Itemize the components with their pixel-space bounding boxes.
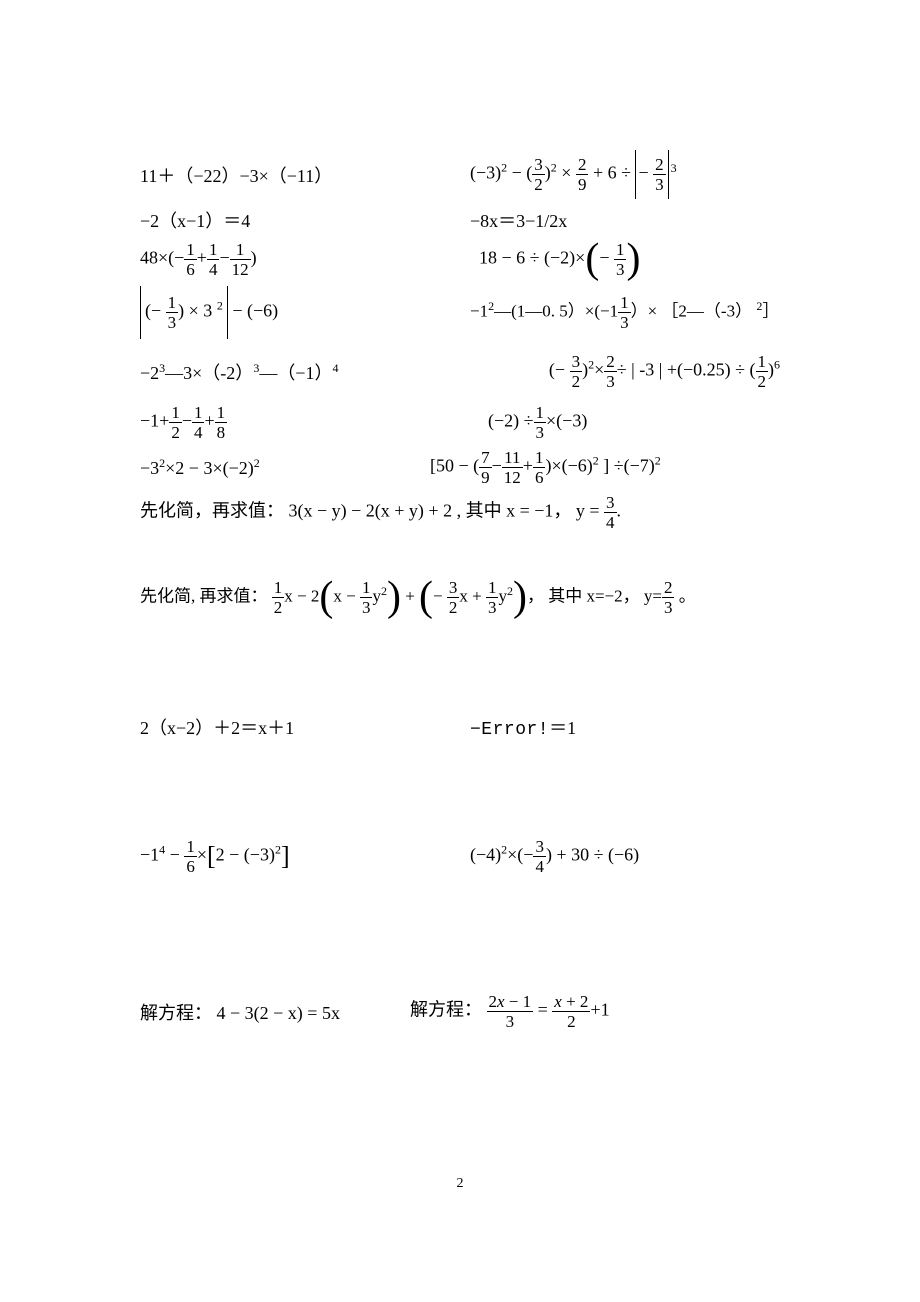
problem-row: 11＋（−22）−3×（−11） (−3)2 − (32)2 × 29 + 6 … — [140, 150, 780, 199]
expr-right: −8x＝3−1/2x — [470, 207, 780, 233]
expr-right: −12—(1—0. 5）×(−113）× ［2—（-3） 2］ — [470, 294, 780, 331]
problem-row: −32×2 − 3×(−2)2 [50 − (79−1112+16)×(−6)2… — [140, 449, 780, 486]
expr-left: 2（x−2）＋2＝x＋1 — [140, 714, 470, 740]
exp: 2 — [501, 161, 507, 175]
problem-row: (− 13) × 3 2 − (−6) −12—(1—0. 5）×(−113）×… — [140, 286, 780, 339]
expr-right: (−4)2×(−34) + 30 ÷ (−6) — [470, 838, 780, 875]
problem-row: 48×(−16+14−112) 18 − 6 ÷ (−2)×(− 13) — [140, 241, 780, 278]
expr-full: 先化简, 再求值： 12x − 2(x − 2x − 13y2) + (− 32… — [140, 579, 696, 616]
expr-right: (−2) ÷13×(−3) — [470, 404, 780, 441]
math-worksheet-page: 11＋（−22）−3×（−11） (−3)2 − (32)2 × 29 + 6 … — [0, 0, 920, 1030]
problem-row: −23—3×（-2）3—（−1）4 (− 32)2×23÷ | -3 | +(−… — [140, 353, 780, 390]
problem-row: 解方程： 4 − 3(2 − x) = 5x 解方程： 2x − 13 = x … — [140, 993, 780, 1030]
expr-left: 48×(−16+14−112) — [140, 241, 470, 278]
expr-right: −Error!＝1 — [470, 714, 780, 740]
problem-row: −1+12−14+18 (−2) ÷13×(−3) — [140, 404, 780, 441]
expr-left: 解方程： 4 − 3(2 − x) = 5x — [140, 999, 440, 1025]
page-number: 2 — [0, 1176, 920, 1192]
problem-row: 先化简, 再求值： 12x − 2(x − 2x − 13y2) + (− 32… — [140, 579, 780, 616]
expr-right: 18 − 6 ÷ (−2)×(− 13) — [470, 241, 780, 278]
problem-row: 2（x−2）＋2＝x＋1 −Error!＝1 — [140, 714, 780, 740]
expr-right: 解方程： 2x − 13 = x + 22+1 — [410, 993, 780, 1030]
expr-left: −32×2 − 3×(−2)2 — [140, 456, 470, 479]
expr-left: 11＋（−22）−3×（−11） — [140, 162, 470, 188]
expr-left: −23—3×（-2）3—（−1）4 — [140, 359, 429, 385]
problem-row: 先化简，再求值： 3(x − y) − 2(x + y) + 2 , 其中 x … — [140, 494, 780, 531]
problem-row: −14 − 16×[2 − (−3)2] (−4)2×(−34) + 30 ÷ … — [140, 838, 780, 875]
text: (−3) — [470, 163, 501, 183]
expr-left: −1+12−14+18 — [140, 404, 470, 441]
expr-right: (−3)2 − (32)2 × 29 + 6 ÷ − 233 — [470, 150, 780, 199]
expr-right: [50 − (79−1112+16)×(−6)2 ] ÷(−7)2 — [430, 449, 780, 486]
expr-left: −2（x−1）＝4 — [140, 207, 470, 233]
problem-row: −2（x−1）＝4 −8x＝3−1/2x — [140, 207, 780, 233]
expr-left: −14 − 16×[2 − (−3)2] — [140, 838, 470, 875]
expr-right: (− 32)2×23÷ | -3 | +(−0.25) ÷ (12)6 — [429, 353, 780, 390]
expr-full: 先化简，再求值： 3(x − y) − 2(x + y) + 2 , 其中 x … — [140, 494, 621, 531]
expr-left: (− 13) × 3 2 − (−6) — [140, 286, 470, 339]
